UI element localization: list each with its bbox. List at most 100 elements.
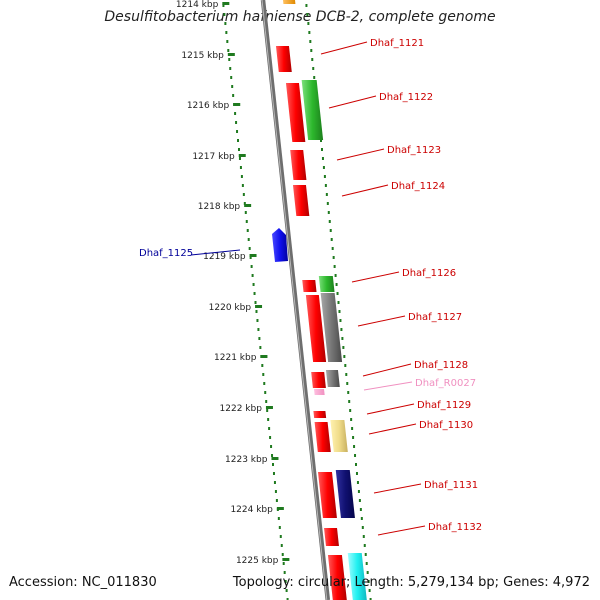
ring-dot bbox=[329, 229, 332, 232]
ring-dot bbox=[284, 580, 287, 583]
ruler-label: 1218 kbp bbox=[198, 202, 241, 212]
ring-dot bbox=[266, 409, 269, 412]
ring-dot bbox=[344, 364, 347, 367]
ring-dot bbox=[257, 328, 260, 331]
ring-dot bbox=[277, 517, 280, 520]
ring-dot bbox=[258, 337, 261, 340]
gene-label: Dhaf_1130 bbox=[419, 420, 473, 431]
ring-dot bbox=[355, 472, 358, 475]
ring-dot bbox=[369, 598, 372, 600]
ruler-tick bbox=[222, 2, 230, 5]
label-leader bbox=[366, 403, 415, 415]
ring-dot bbox=[327, 211, 330, 214]
ring-dot bbox=[268, 427, 271, 430]
ruler-tick bbox=[233, 103, 241, 106]
label-leader bbox=[357, 315, 406, 327]
gene-block bbox=[320, 293, 343, 362]
gene-block bbox=[347, 553, 367, 600]
ruler-label: 1216 kbp bbox=[187, 101, 230, 111]
ring-dot bbox=[320, 139, 323, 142]
ring-dot bbox=[229, 67, 232, 70]
gene-label: Dhaf_1126 bbox=[402, 268, 456, 279]
ring-dot bbox=[267, 418, 270, 421]
gene-block bbox=[313, 411, 327, 418]
ruler-tick bbox=[227, 53, 235, 56]
ring-dot bbox=[320, 148, 323, 151]
ring-dot bbox=[346, 382, 349, 385]
ring-dot bbox=[333, 265, 336, 268]
label-leader bbox=[341, 184, 389, 197]
ring-dot bbox=[313, 76, 316, 79]
ruler-tick bbox=[282, 558, 290, 561]
gene-block bbox=[314, 422, 331, 452]
ring-dot bbox=[336, 292, 339, 295]
ring-dot bbox=[255, 310, 258, 313]
ring-dot bbox=[357, 490, 360, 493]
ring-dot bbox=[334, 274, 337, 277]
ring-dot bbox=[308, 31, 311, 34]
ruler-label: 1217 kbp bbox=[192, 152, 235, 162]
ruler-label: 1225 kbp bbox=[236, 556, 279, 566]
label-leader bbox=[373, 483, 422, 494]
ruler-label: 1222 kbp bbox=[220, 404, 263, 414]
ring-dot bbox=[338, 310, 341, 313]
ring-dot bbox=[283, 571, 286, 574]
gene-block bbox=[305, 295, 327, 362]
ring-dot bbox=[249, 256, 252, 259]
ring-dot bbox=[224, 22, 227, 25]
gene-block bbox=[335, 470, 355, 518]
gene-block bbox=[302, 280, 317, 292]
ring-dot bbox=[352, 436, 355, 439]
ring-dot bbox=[340, 328, 343, 331]
ring-dot bbox=[246, 229, 249, 232]
ring-dot bbox=[337, 301, 340, 304]
ring-dot bbox=[232, 94, 235, 97]
ring-dot bbox=[236, 130, 239, 133]
ring-dot bbox=[310, 49, 313, 52]
ring-dot bbox=[361, 526, 364, 529]
ring-dot bbox=[342, 346, 345, 349]
gene-label: Dhaf_1128 bbox=[414, 360, 468, 371]
gene-block bbox=[275, 46, 292, 72]
ring-dot bbox=[349, 409, 352, 412]
ring-dot bbox=[250, 265, 253, 268]
gene-block bbox=[285, 83, 306, 142]
backbone-line bbox=[260, 0, 331, 600]
ring-dot bbox=[234, 112, 237, 115]
ring-dot bbox=[281, 553, 284, 556]
ring-dot bbox=[354, 454, 357, 457]
gene-label: Dhaf_1129 bbox=[417, 400, 471, 411]
ring-dot bbox=[285, 589, 288, 592]
gene-label: Dhaf_1124 bbox=[391, 181, 445, 192]
ring-dot bbox=[252, 283, 255, 286]
ring-dot bbox=[248, 247, 251, 250]
ruler-label: 1214 kbp bbox=[176, 0, 219, 10]
ring-dot bbox=[360, 517, 363, 520]
ring-dot bbox=[328, 220, 331, 223]
label-leader bbox=[336, 148, 385, 161]
ring-dot bbox=[355, 463, 358, 466]
genome-summary-text: Topology: circular; Length: 5,279,134 bp… bbox=[232, 575, 590, 590]
genome-backbone bbox=[260, 0, 331, 600]
ring-dot bbox=[271, 454, 274, 457]
gene-block bbox=[290, 150, 307, 180]
ring-dot bbox=[324, 184, 327, 187]
ring-dot bbox=[243, 202, 246, 205]
gene-block bbox=[327, 555, 347, 600]
ring-dot bbox=[356, 481, 359, 484]
ring-dot bbox=[353, 445, 356, 448]
ring-dot bbox=[278, 526, 281, 529]
gene-block bbox=[301, 80, 324, 140]
ring-dot bbox=[359, 508, 362, 511]
ring-dot bbox=[259, 346, 262, 349]
ring-dot bbox=[226, 40, 229, 43]
ruler-label: 1224 kbp bbox=[230, 505, 273, 515]
ring-dot bbox=[367, 580, 370, 583]
ring-dot bbox=[238, 157, 241, 160]
gene-block bbox=[283, 0, 296, 4]
ring-dot bbox=[261, 364, 264, 367]
ring-dot bbox=[286, 598, 289, 600]
ring-dot bbox=[272, 463, 275, 466]
ring-dot bbox=[341, 337, 344, 340]
